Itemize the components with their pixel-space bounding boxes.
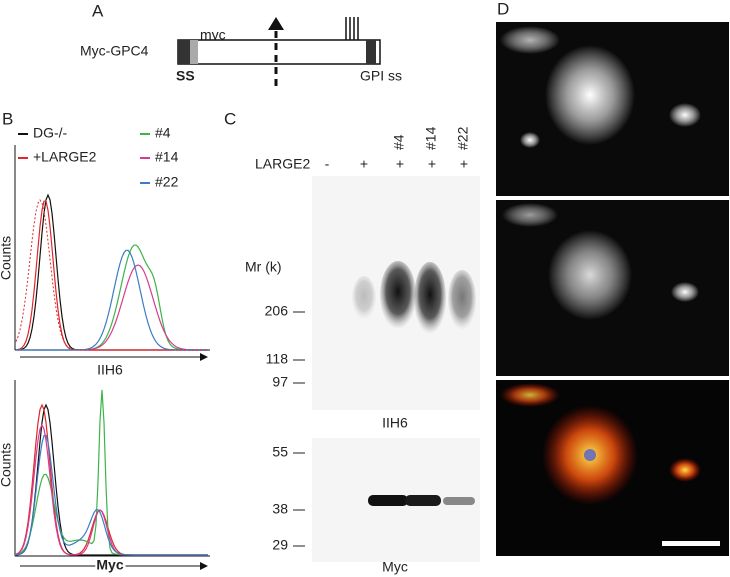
band [414, 262, 446, 334]
nucleus [584, 449, 596, 461]
row-label: LARGE2 [255, 156, 310, 172]
lane-label: + [460, 156, 468, 172]
histogram [15, 403, 208, 556]
panel-label: B [2, 109, 13, 128]
signal-label: SS [176, 68, 195, 84]
band [405, 495, 441, 506]
cell [545, 45, 635, 145]
histogram [16, 193, 208, 351]
histogram [16, 249, 208, 351]
band [368, 495, 408, 506]
panel-a: A myc Myc-GPC4 SS GPI ss [80, 1, 402, 86]
histogram [15, 199, 208, 351]
lane-label: - [325, 156, 330, 172]
arrow-head [268, 17, 284, 30]
y-label: Counts [0, 443, 14, 487]
blot-label: Myc [382, 559, 408, 575]
panel-label: C [224, 109, 236, 128]
panel-label: A [92, 1, 104, 20]
blot-label: IIH6 [382, 415, 408, 431]
scale-bar [662, 541, 720, 546]
legend-label: #22 [155, 174, 179, 190]
mr-label: Mr (k) [245, 259, 282, 275]
x-label: IIH6 [97, 362, 123, 378]
band [443, 497, 475, 505]
panel-label: D [497, 0, 509, 18]
mr-marker: 55 [272, 444, 288, 460]
cell [669, 458, 701, 482]
mr-marker: 97 [272, 374, 288, 390]
mr-marker: 118 [266, 351, 289, 367]
clone-label: #4 [391, 134, 407, 150]
histogram [15, 423, 208, 556]
x-label: Myc [96, 557, 123, 573]
cell [520, 132, 540, 148]
band [380, 261, 416, 329]
mr-marker: 29 [272, 537, 288, 553]
signal-seq [178, 40, 190, 64]
legend-label: DG-/- [33, 125, 68, 141]
gpi-label: GPI ss [360, 68, 402, 84]
lane-label: + [360, 156, 368, 172]
histogram [16, 264, 208, 351]
lane-label: + [428, 156, 436, 172]
panel-d: D [496, 0, 729, 556]
mr-marker: 206 [265, 303, 289, 319]
cell [669, 103, 701, 127]
clone-label: #22 [455, 126, 471, 150]
mr-marker: 38 [272, 501, 288, 517]
legend-label: #4 [155, 125, 171, 141]
myc-box [190, 40, 198, 64]
cell [502, 203, 558, 227]
legend-label: #14 [155, 149, 179, 165]
cell [671, 282, 699, 302]
lane-label: + [396, 156, 404, 172]
construct-name: Myc-GPC4 [80, 43, 149, 59]
cell [500, 383, 560, 407]
histogram [15, 403, 208, 556]
histogram [15, 434, 208, 556]
histogram [15, 200, 208, 351]
myc-tag: myc [200, 27, 226, 43]
clone-label: #14 [423, 126, 439, 150]
construct-bar [177, 39, 381, 65]
panel-b: B IIH6 Counts Myc Counts DG-/- +LARGE2 #4 #… [0, 109, 210, 575]
y-label: Counts [0, 236, 14, 280]
panel-c: C LARGE2 Mr (k) IIH6 Myc - + + + + #4 #14 #22 20… [224, 109, 480, 575]
band [448, 270, 476, 330]
cell [500, 26, 560, 54]
legend-label: +LARGE2 [33, 149, 97, 165]
gag-sites [345, 17, 359, 40]
cell [548, 230, 632, 320]
band [352, 276, 376, 320]
gpi-seq [366, 40, 376, 64]
